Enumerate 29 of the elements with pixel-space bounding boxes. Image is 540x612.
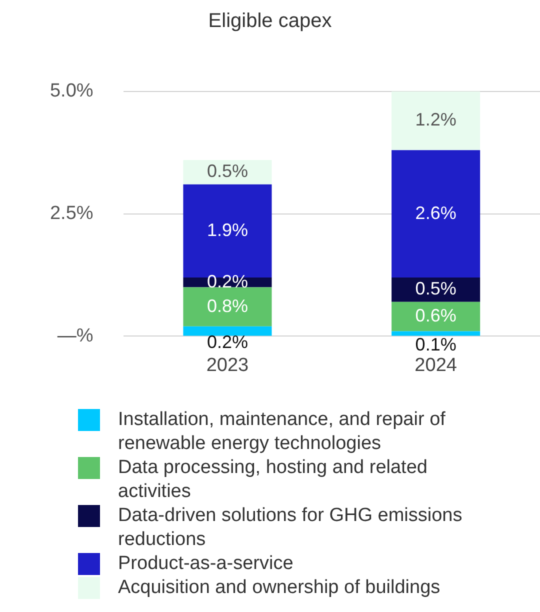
data-label: 0.2% [206, 332, 248, 352]
data-label: 2.6% [415, 202, 456, 223]
bar [183, 160, 272, 184]
data-label: 1.9% [206, 220, 248, 240]
y-tick-label: —% [57, 325, 94, 346]
data-label: 0.2% [206, 271, 248, 292]
legend-label: Data-driven solutions for GHG emissions reductions [118, 504, 464, 552]
legend-label: Product-as-a-service [118, 552, 294, 576]
data-label: 0.8% [206, 296, 248, 316]
bar [183, 287, 272, 326]
bar [392, 91, 480, 150]
x-tick-label: 2024 [414, 354, 458, 376]
legend-label: Data processing, hosting and related activities [118, 456, 428, 504]
data-label: 1.2% [415, 110, 456, 130]
data-label: 0.5% [415, 278, 456, 299]
bar [392, 277, 480, 302]
x-tick-label: 2023 [206, 354, 249, 376]
data-label: 0.6% [415, 306, 456, 326]
legend-label: Installation, maintenance, and repair of renewable energy technologies [118, 408, 446, 456]
bar [392, 331, 480, 336]
bar [183, 326, 272, 336]
bar [392, 302, 480, 332]
data-label: 0.1% [415, 334, 456, 354]
data-label: 0.5% [206, 161, 248, 182]
legend-label: Acquisition and ownership of buildings [118, 576, 440, 600]
y-tick-label: 5.0% [50, 80, 94, 102]
bar [392, 150, 480, 278]
chart-title: Eligible capex [207, 10, 333, 33]
y-tick-label: 2.5% [50, 203, 94, 224]
